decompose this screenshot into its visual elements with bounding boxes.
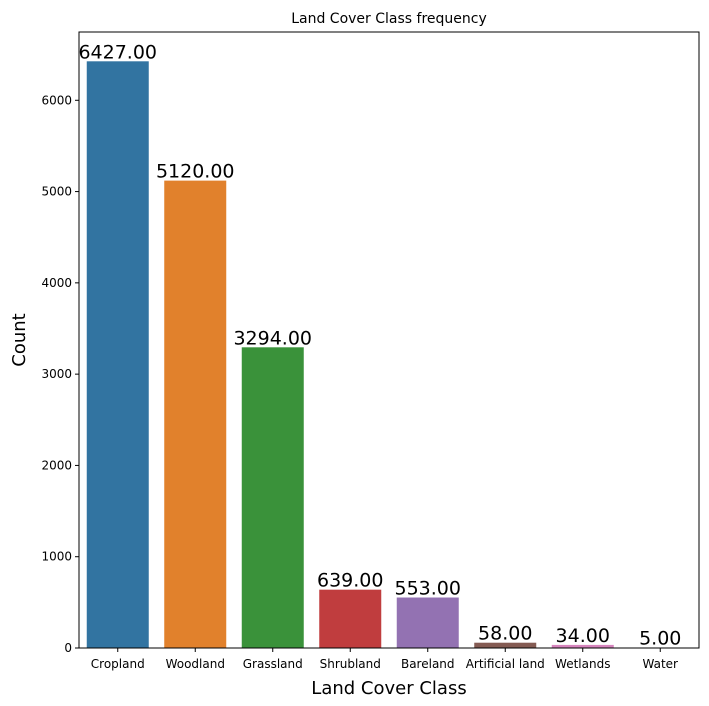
x-tick-label: Shrubland <box>320 657 381 671</box>
bar-value-label: 553.00 <box>395 578 461 600</box>
bar-value-label: 58.00 <box>478 623 532 645</box>
bar <box>86 61 149 648</box>
bar-value-label: 6427.00 <box>78 41 157 63</box>
plot-frame <box>78 31 700 649</box>
x-tick-label: Bareland <box>401 657 455 671</box>
chart-title: Land Cover Class frequency <box>291 11 487 27</box>
x-axis-label: Land Cover Class <box>311 678 466 699</box>
bar <box>474 642 537 648</box>
x-tick-label: Wetlands <box>555 657 610 671</box>
y-tick-label: 1000 <box>41 550 72 564</box>
x-tick-label: Artificial land <box>466 657 545 671</box>
y-tick-label: 4000 <box>41 276 72 290</box>
bar-value-label: 5.00 <box>639 628 681 650</box>
y-tick-label: 5000 <box>41 185 72 199</box>
x-tick-label: Grassland <box>243 657 303 671</box>
y-tick-label: 6000 <box>41 93 72 107</box>
bar <box>164 180 227 648</box>
bar <box>241 347 304 648</box>
bar-value-label: 5120.00 <box>156 161 235 183</box>
y-axis-label: Count <box>9 313 30 366</box>
bar-value-label: 34.00 <box>556 625 610 647</box>
bar-value-label: 3294.00 <box>233 327 312 349</box>
x-tick-label: Cropland <box>91 657 145 671</box>
x-tick-label: Water <box>643 657 679 671</box>
y-tick-label: 3000 <box>41 367 72 381</box>
y-tick-label: 0 <box>64 641 72 655</box>
y-tick-label: 2000 <box>41 458 72 472</box>
bar <box>396 597 459 648</box>
plot-area: 0 1000 2000 3000 4000 5000 6000 Cropland 6427.00… <box>41 41 692 671</box>
x-tick-label: Woodland <box>166 657 225 671</box>
bar <box>551 644 614 648</box>
bar-value-label: 639.00 <box>317 570 383 592</box>
bar <box>319 589 382 648</box>
